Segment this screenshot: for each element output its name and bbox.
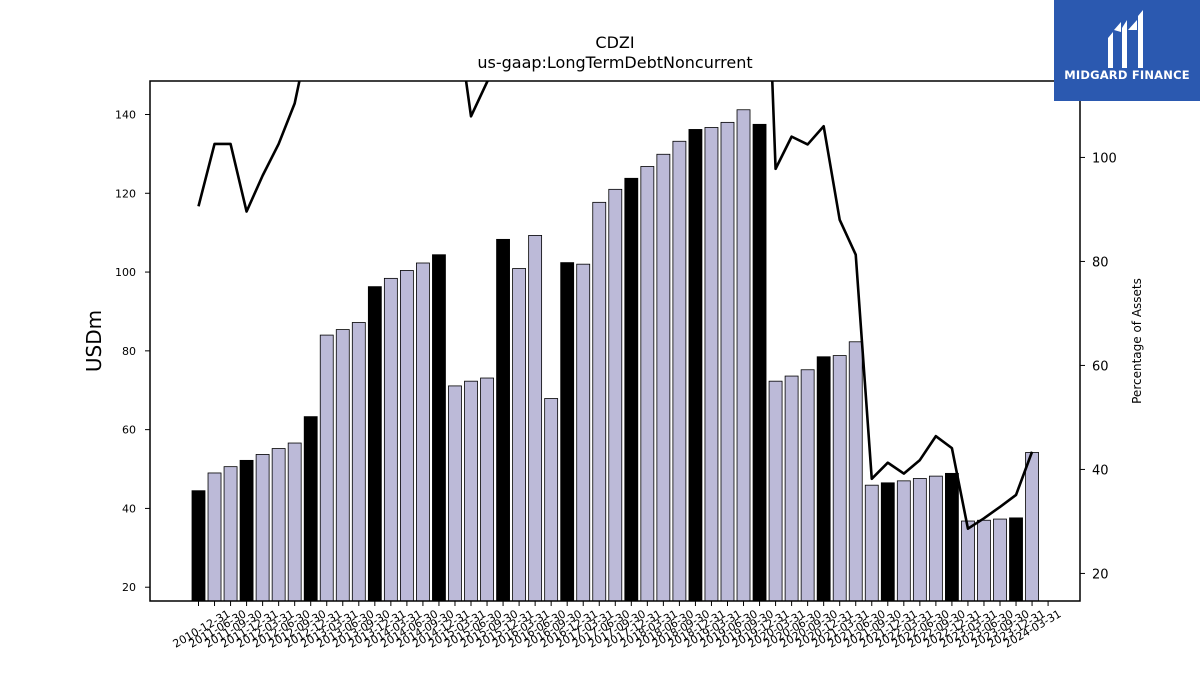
bar-2017-06-30 [608,188,623,602]
bar-2018-12-31 [704,127,719,602]
bar-2018-06-30 [672,140,687,602]
bar-2022-12-31 [961,520,975,602]
y-axis-left: 20 40 60 80 100 120 140 [115,108,150,594]
bar-2023-09-30 [1009,517,1023,602]
y2-tick-label: 100 [1092,151,1117,166]
bar-2019-03-31 [720,121,735,602]
bar-2019-06-30 [736,109,751,602]
y2-tick-label: 60 [1092,359,1109,374]
bar-2019-09-30 [752,123,767,602]
bar-2023-12-31 [1025,452,1039,602]
bar-2015-06-30 [480,377,494,602]
percentage-of-assets-line [197,81,1034,531]
bar-2023-03-31 [977,519,991,602]
bar-2015-09-30 [496,238,510,602]
y2-tick-label: 40 [1092,463,1109,478]
bar-2021-06-30 [864,484,879,602]
y2-axis-label: Percentage of Assets [1130,278,1144,404]
bar-2013-06-30 [351,322,366,602]
bar-2013-09-30 [367,286,382,602]
y-tick-label: 80 [122,345,136,358]
y-axis-right: 20 40 60 80 100 [1080,151,1117,582]
midgard-finance-logo: MIDGARD FINANCE [1054,0,1200,101]
bar-2022-03-31 [912,478,927,602]
bar-2019-12-31 [768,380,783,602]
bar-2012-09-30 [303,416,318,602]
chart-subtitle: us-gaap:LongTermDebtNoncurrent [477,53,752,72]
bar-series [191,109,1039,602]
bar-2017-09-30 [624,177,639,602]
bar-2013-12-31 [383,277,398,602]
bar-2014-06-30 [416,262,430,602]
y-tick-label: 60 [122,424,136,437]
bar-2011-06-30 [223,466,238,602]
bar-2016-06-30 [544,398,559,602]
y2-tick-label: 80 [1092,255,1109,270]
bar-2020-09-30 [816,356,831,602]
bar-2017-12-31 [640,166,655,602]
bar-2021-09-30 [880,482,895,602]
x-axis: 2010-12-312011-06-302011-09-302011-12-31… [171,601,1064,651]
bar-2012-06-30 [287,442,302,602]
bar-2015-03-31 [464,380,478,602]
bar-2023-06-30 [993,518,1007,602]
logo-text: MIDGARD FINANCE [1064,68,1190,82]
bar-2015-12-31 [512,268,526,602]
bar-2014-12-31 [448,385,462,602]
bar-2012-12-31 [319,334,334,602]
bar-2020-06-30 [800,369,815,602]
bar-2017-03-31 [592,201,607,602]
midgard-m-icon [1108,10,1143,68]
bar-2021-03-31 [848,341,863,602]
bar-2011-12-31 [255,454,270,602]
bar-2020-03-31 [784,375,799,602]
bar-2014-03-31 [399,270,414,602]
bar-2016-03-31 [528,235,543,602]
bar-2012-03-31 [271,448,286,602]
y-tick-label: 100 [115,266,136,279]
bar-2016-09-30 [560,262,575,602]
y-tick-label: 40 [122,502,136,515]
y2-tick-label: 20 [1092,567,1109,582]
y-tick-label: 120 [115,187,136,200]
bar-2016-12-31 [576,263,591,602]
bar-2020-12-31 [832,355,847,602]
bar-2022-09-30 [945,472,959,602]
bar-2022-06-30 [928,475,943,602]
y-axis-label: USDm [82,310,106,372]
bar-2011-09-30 [239,459,254,602]
line-series-group [197,81,1034,531]
chart-title: CDZI [595,33,634,52]
y-tick-label: 140 [115,108,136,121]
y-tick-label: 20 [122,581,136,594]
bar-2018-09-30 [688,129,703,602]
bar-2021-12-31 [896,480,911,602]
bar-2014-09-30 [432,254,446,602]
bar-2013-03-31 [335,329,350,602]
bar-2018-03-31 [656,153,671,602]
bar-2010-12-31 [191,490,206,602]
bar-2011-03-31 [207,472,222,602]
